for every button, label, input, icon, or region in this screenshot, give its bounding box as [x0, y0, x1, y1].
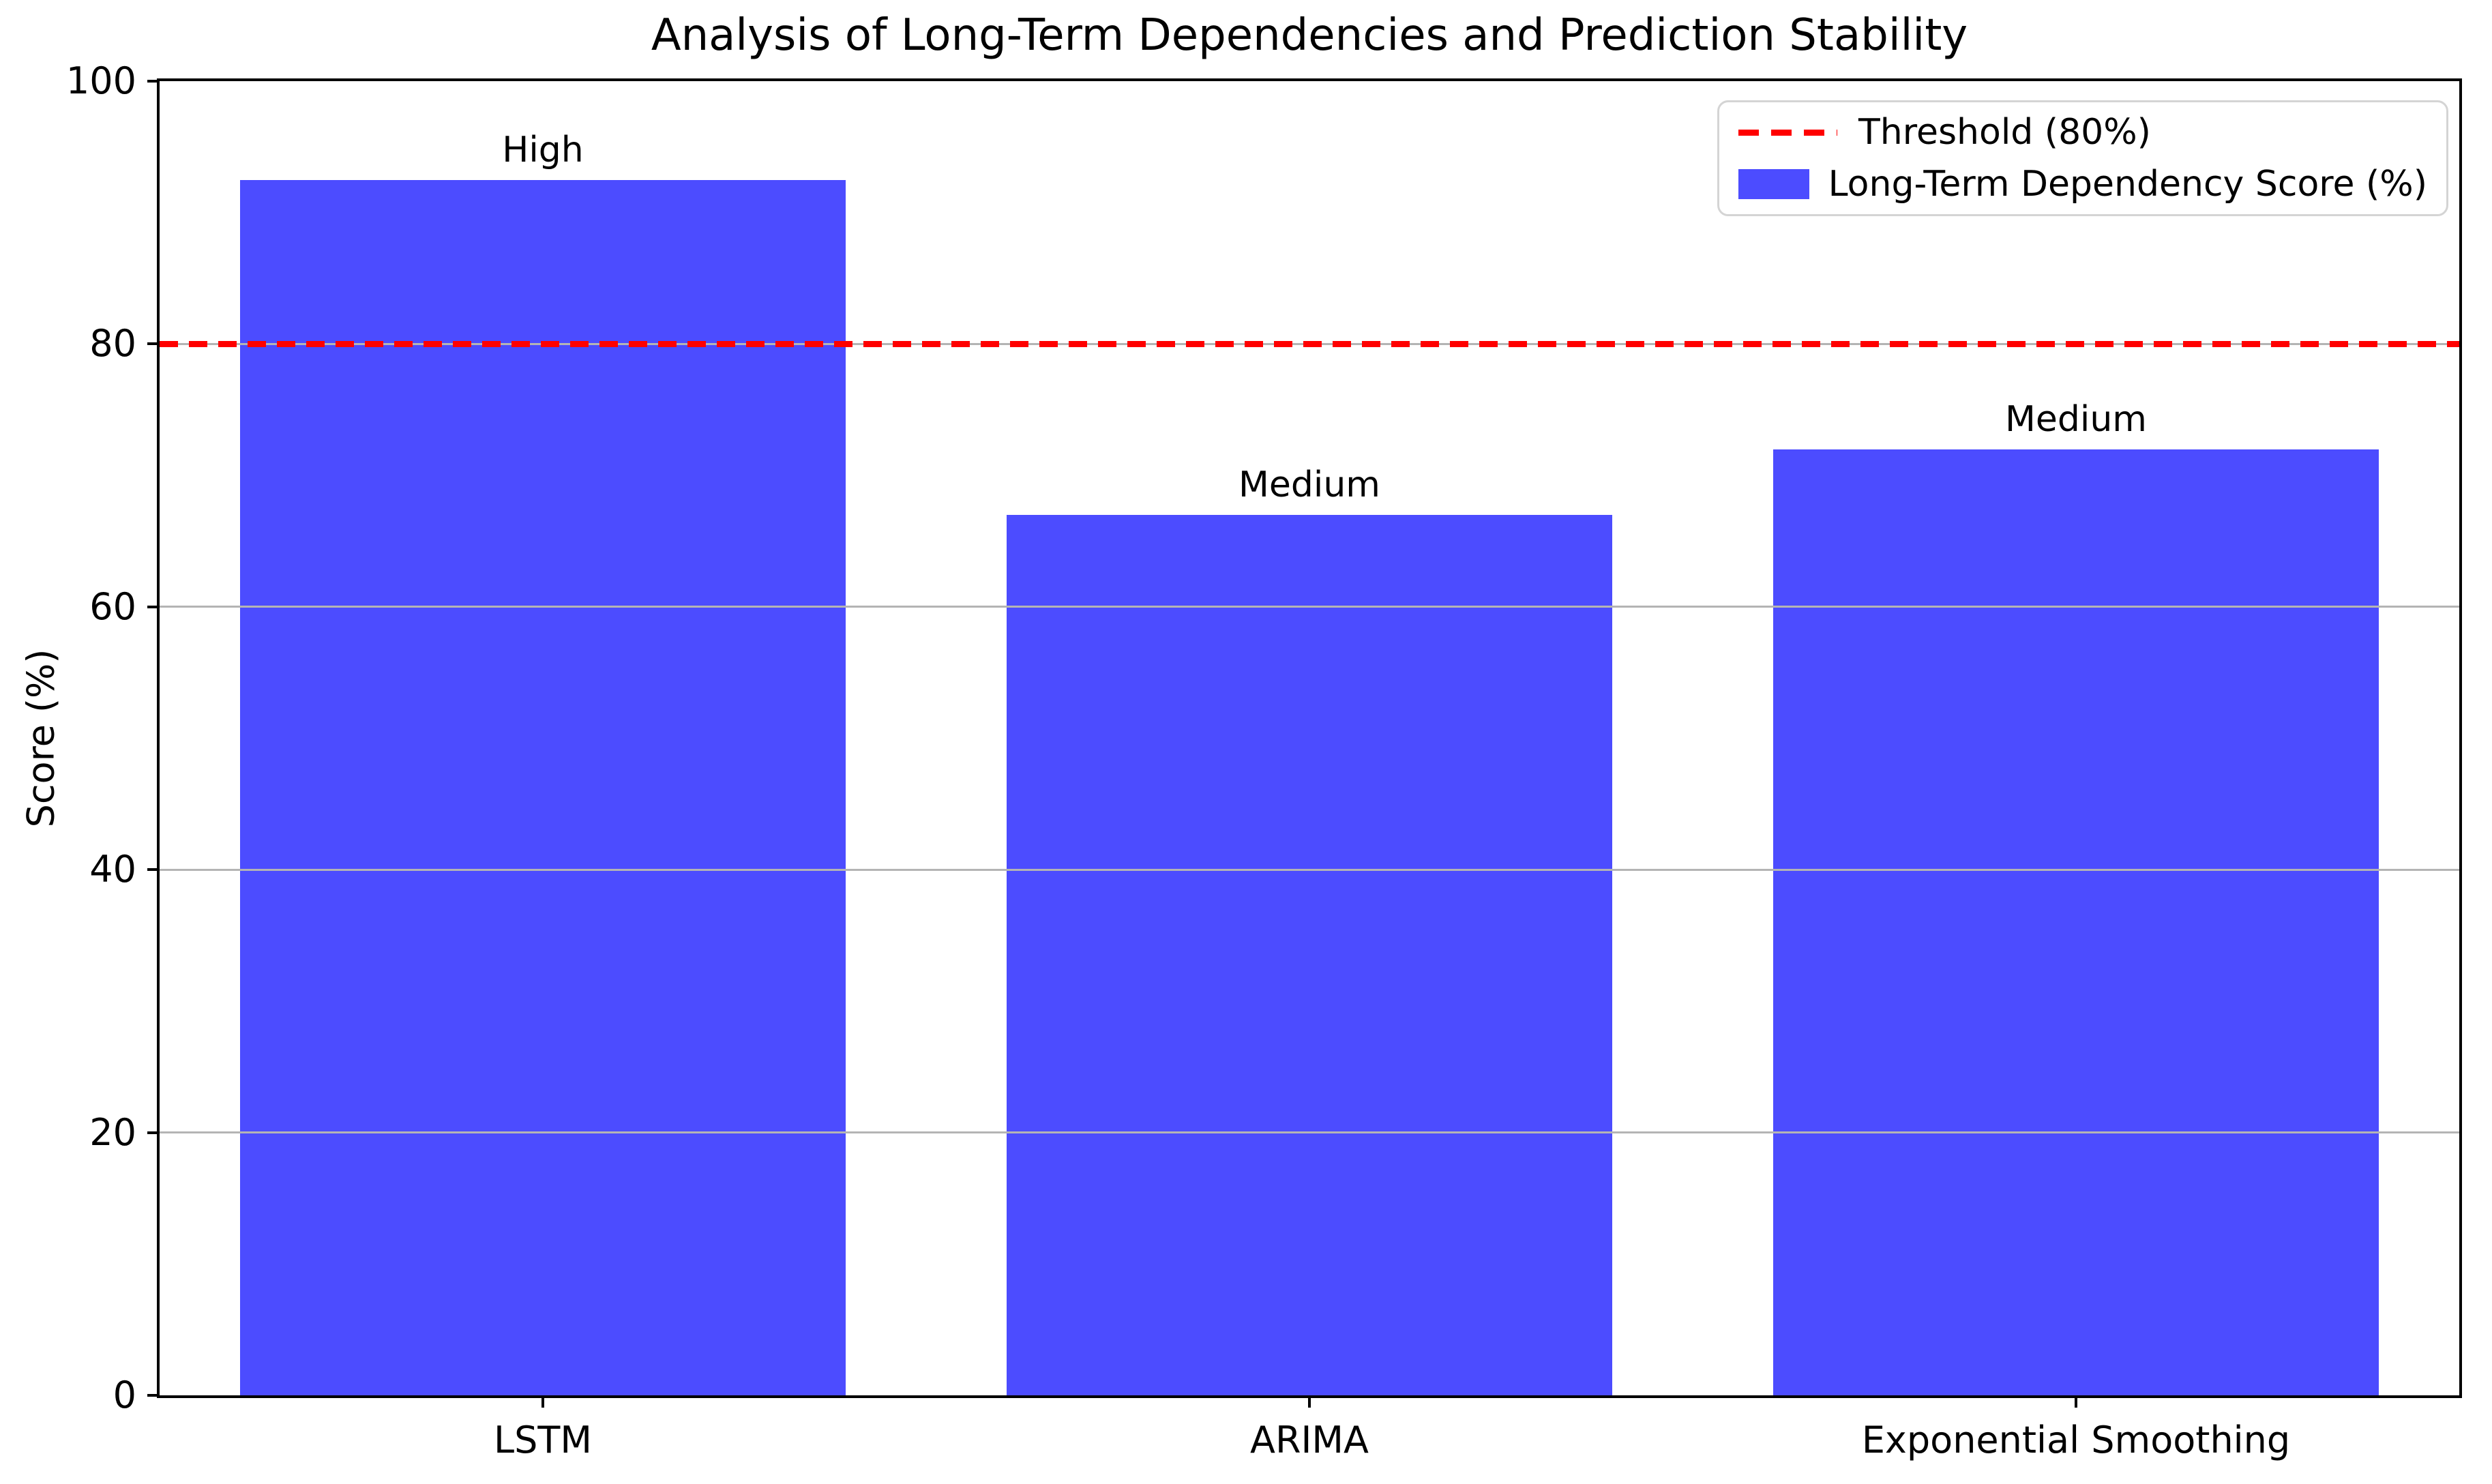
legend: Threshold (80%) Long-Term Dependency Sco… — [1717, 100, 2448, 216]
y-tick-label: 80 — [89, 322, 136, 366]
legend-item-threshold: Threshold (80%) — [1738, 112, 2427, 153]
legend-patch-swatch — [1738, 169, 1809, 199]
plot-area: 0 20 40 60 80 100 High LSTM Medium ARIMA Medium Exp… — [66, 59, 2462, 1461]
legend-dashed-line-swatch — [1738, 129, 1837, 136]
threshold-line — [160, 340, 2459, 347]
bar-value-label: Medium — [1238, 464, 1380, 505]
bar-value-label: High — [502, 129, 584, 170]
bar-value-label: Medium — [2005, 398, 2147, 440]
y-tick-mark — [147, 1131, 160, 1134]
legend-item-dependency-score: Long-Term Dependency Score (%) — [1738, 164, 2427, 205]
y-tick-label: 0 — [113, 1374, 136, 1416]
y-tick-mark — [147, 1394, 160, 1397]
y-tick-mark — [147, 605, 160, 608]
y-tick-mark — [147, 80, 160, 83]
x-tick-label: LSTM — [494, 1419, 592, 1461]
y-tick-label: 40 — [89, 848, 136, 891]
y-tick-label: 60 — [89, 584, 136, 628]
x-tick-label: ARIMA — [1250, 1419, 1369, 1461]
gridline-20 — [160, 1131, 2459, 1134]
legend-label-dependency-score: Long-Term Dependency Score (%) — [1828, 164, 2427, 205]
bar-exponential-smoothing — [1773, 449, 2379, 1395]
x-tick-label: Exponential Smoothing — [1861, 1419, 2291, 1461]
x-tick-mark — [2075, 1395, 2077, 1408]
y-tick-mark — [147, 342, 160, 346]
gridline-60 — [160, 606, 2459, 608]
y-tick-label: 100 — [65, 59, 136, 102]
bar-arima — [1007, 514, 1612, 1395]
x-tick-mark — [542, 1395, 544, 1408]
bar-lstm — [240, 179, 846, 1395]
legend-label-threshold: Threshold (80%) — [1858, 112, 2151, 153]
chart-title: Analysis of Long-Term Dependencies and P… — [651, 10, 1968, 61]
x-tick-mark — [1308, 1395, 1311, 1408]
gridline-40 — [160, 868, 2459, 871]
y-tick-label: 20 — [89, 1110, 136, 1154]
y-axis-label-wrap: Score (%) — [0, 78, 82, 1398]
y-axis-label: Score (%) — [19, 649, 63, 828]
y-tick-mark — [147, 868, 160, 872]
